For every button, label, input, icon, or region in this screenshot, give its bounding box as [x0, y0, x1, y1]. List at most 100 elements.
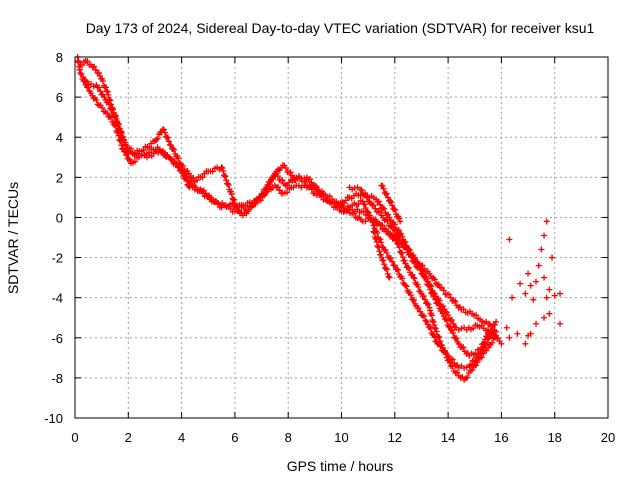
data-point: [424, 300, 431, 307]
data-point: [257, 197, 264, 204]
data-point: [437, 343, 444, 350]
data-point: [362, 191, 369, 198]
data-point: [391, 206, 398, 213]
data-point: [447, 294, 454, 301]
x-tick-label: 14: [441, 430, 455, 445]
data-point: [199, 174, 206, 181]
data-point: [479, 348, 486, 355]
data-point: [112, 112, 119, 119]
data-point: [379, 182, 386, 189]
data-point: [405, 265, 412, 272]
data-point: [95, 84, 102, 91]
data-point: [90, 83, 97, 90]
x-tick-label: 0: [71, 430, 78, 445]
data-point: [365, 210, 372, 217]
data-point: [551, 292, 558, 299]
data-point: [382, 265, 389, 272]
data-point: [362, 204, 369, 211]
data-point: [450, 320, 457, 327]
data-point: [452, 298, 459, 305]
data-point: [375, 198, 382, 205]
data-point: [442, 347, 449, 354]
data-point: [407, 292, 414, 299]
data-point: [383, 190, 390, 197]
data-point: [449, 356, 456, 363]
data-point: [417, 308, 424, 315]
data-point: [370, 222, 377, 229]
data-point: [186, 184, 193, 191]
data-point: [146, 149, 153, 156]
data-point: [168, 157, 175, 164]
data-point: [238, 201, 245, 208]
data-point: [358, 186, 365, 193]
data-point: [99, 104, 106, 111]
data-point: [383, 249, 390, 256]
data-point: [231, 196, 238, 203]
data-point: [415, 284, 422, 291]
y-tick-label: -8: [51, 371, 63, 386]
data-point: [440, 287, 447, 294]
data-point: [79, 62, 86, 69]
x-tick-label: 4: [178, 430, 185, 445]
data-point: [233, 204, 240, 211]
data-point: [365, 215, 372, 222]
data-point: [175, 164, 182, 171]
data-point: [111, 112, 118, 119]
data-point: [410, 274, 417, 281]
data-point: [215, 199, 222, 206]
data-point: [279, 177, 286, 184]
data-point: [99, 77, 106, 84]
data-point: [430, 331, 437, 338]
data-point: [374, 243, 381, 250]
data-point: [183, 177, 190, 184]
data-point: [138, 152, 145, 159]
data-point: [245, 208, 252, 215]
data-point: [385, 254, 392, 261]
data-point: [423, 275, 430, 282]
data-point: [460, 306, 467, 313]
data-point: [484, 339, 491, 346]
data-point: [92, 66, 99, 73]
data-point: [178, 167, 185, 174]
data-point: [385, 211, 392, 218]
data-point: [445, 352, 452, 359]
data-point: [160, 126, 167, 133]
data-point: [94, 101, 101, 108]
y-tick-label: -10: [44, 411, 63, 426]
data-point: [165, 138, 172, 145]
data-point: [454, 369, 461, 376]
data-point: [102, 84, 109, 91]
data-point: [371, 229, 378, 236]
y-tick-label: -4: [51, 291, 63, 306]
y-tick-label: -2: [51, 251, 63, 266]
data-point: [425, 301, 432, 308]
data-point: [380, 257, 387, 264]
data-point: [446, 316, 453, 323]
data-point: [527, 282, 534, 289]
data-point: [498, 340, 505, 347]
data-point: [461, 364, 468, 371]
ticks: 0 2 4 6 8 10 12 14 16 18 20 -10 -8 -6 -4 -2 0 2 4 6 8: [44, 50, 615, 445]
data-point: [125, 155, 132, 162]
data-point: [506, 334, 513, 341]
data-point: [378, 239, 385, 246]
data-point: [557, 320, 564, 327]
x-tick-label: 8: [285, 430, 292, 445]
x-tick-label: 6: [231, 430, 238, 445]
data-point: [382, 247, 389, 254]
data-point: [431, 276, 438, 283]
data-point: [274, 173, 281, 180]
series-track-5: [338, 204, 500, 335]
data-point: [525, 270, 532, 277]
data-point: [546, 310, 553, 317]
y-tick-label: 4: [56, 130, 63, 145]
data-point: [355, 200, 362, 207]
chart-title: Day 173 of 2024, Sidereal Day-to-day VTE…: [86, 20, 595, 36]
data-point: [402, 260, 409, 267]
data-point: [320, 192, 327, 199]
data-point: [398, 250, 405, 257]
data-point: [411, 254, 418, 261]
data-point: [394, 267, 401, 274]
data-point: [175, 155, 182, 162]
